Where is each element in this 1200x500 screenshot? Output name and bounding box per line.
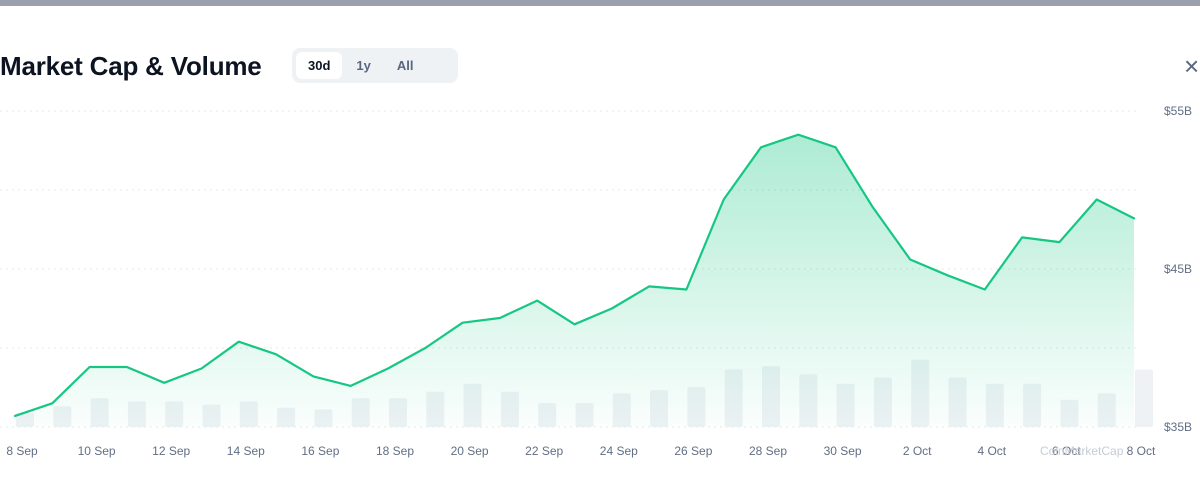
x-tick-label: 22 Sep bbox=[525, 444, 563, 458]
x-tick-label: 6 Oct bbox=[1052, 444, 1081, 458]
time-range-selector: 30d 1y All bbox=[292, 48, 458, 83]
market-cap-fill bbox=[15, 134, 1134, 427]
y-tick-label: $55B bbox=[1164, 104, 1192, 118]
x-tick-label: 12 Sep bbox=[152, 444, 190, 458]
x-tick-label: 18 Sep bbox=[376, 444, 414, 458]
market-cap-series-line bbox=[13, 133, 1136, 417]
market-cap-area bbox=[15, 134, 1134, 427]
range-tab-30d[interactable]: 30d bbox=[296, 52, 343, 79]
x-tick-label: 2 Oct bbox=[903, 444, 932, 458]
y-axis-ticks: $35B $45B $55B bbox=[1164, 104, 1192, 434]
range-tab-all[interactable]: All bbox=[396, 58, 414, 73]
x-tick-label: 26 Sep bbox=[674, 444, 712, 458]
x-tick-label: 10 Sep bbox=[78, 444, 116, 458]
watermark-text: CoinMarketCap bbox=[1040, 444, 1124, 458]
x-tick-label: 30 Sep bbox=[824, 444, 862, 458]
chart-title: Market Cap & Volume bbox=[0, 51, 262, 81]
x-tick-label: 24 Sep bbox=[600, 444, 638, 458]
market-cap-line bbox=[13, 133, 1136, 417]
x-tick-label: 20 Sep bbox=[451, 444, 489, 458]
x-tick-label: 4 Oct bbox=[977, 444, 1006, 458]
y-tick-label: $45B bbox=[1164, 262, 1192, 276]
range-tab-1y[interactable]: 1y bbox=[356, 58, 371, 73]
x-tick-label: 14 Sep bbox=[227, 444, 265, 458]
x-tick-label: 8 Sep bbox=[6, 444, 38, 458]
top-border-strip bbox=[0, 0, 1200, 6]
x-tick-label: 16 Sep bbox=[301, 444, 339, 458]
close-icon[interactable]: × bbox=[1184, 51, 1200, 81]
x-tick-label: 28 Sep bbox=[749, 444, 787, 458]
x-tick-label: 8 Oct bbox=[1127, 444, 1156, 458]
x-axis-ticks: 8 Sep 10 Sep 12 Sep 14 Sep 16 Sep 18 Sep 20 Se… bbox=[6, 444, 1156, 458]
y-tick-label: $35B bbox=[1164, 420, 1192, 434]
volume-bar bbox=[1135, 369, 1153, 427]
